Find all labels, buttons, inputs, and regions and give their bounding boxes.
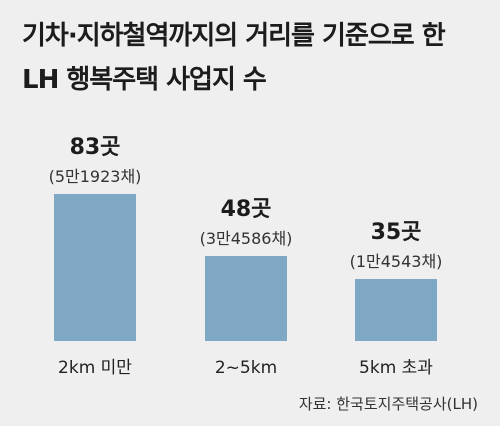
title-line-2: LH 행복주택 사업지 수	[22, 65, 267, 95]
chart-title: 기차·지하철역까지의 거리를 기준으로 한 LH 행복주택 사업지 수	[22, 14, 446, 102]
category-label-2: 2~5km	[215, 358, 277, 378]
value-label-1: 83곳	[70, 135, 121, 160]
sub-label-3: (1만4543채)	[350, 252, 443, 271]
bar-2	[205, 255, 287, 341]
bar-3	[355, 279, 437, 341]
bar-1	[54, 194, 136, 341]
category-label-1: 2km 미만	[58, 358, 132, 378]
value-label-2: 48곳	[221, 197, 272, 222]
value-label-3: 35곳	[371, 220, 422, 245]
sub-label-2: (3만4586채)	[200, 229, 293, 248]
sub-label-1: (5만1923채)	[49, 167, 142, 186]
title-line-1: 기차·지하철역까지의 거리를 기준으로 한	[22, 21, 446, 51]
category-label-3: 5km 초과	[359, 358, 433, 378]
source-note: 자료: 한국토지주택공사(LH)	[298, 395, 478, 413]
